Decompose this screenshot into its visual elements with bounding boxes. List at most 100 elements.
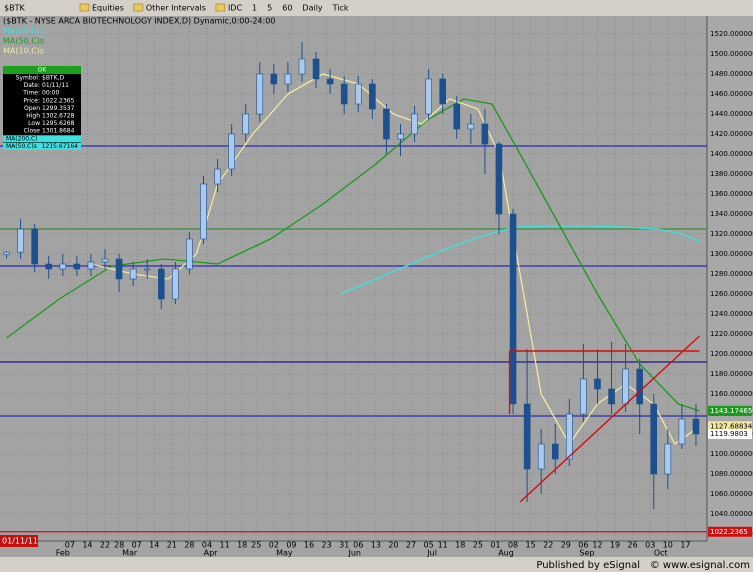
data-window-value: 1295.6268 — [42, 120, 75, 127]
candle-body — [59, 263, 67, 270]
toolbar-items: $BTK Equities Other Intervals IDC 1 5 60 Daily T… — [4, 4, 349, 13]
toolbar-icon — [79, 3, 90, 12]
data-window-label: Close — [24, 128, 41, 135]
y-tick-label: 1260.000000 — [710, 290, 753, 298]
x-tick-label: 20 — [388, 541, 398, 550]
x-tick-label: 18 — [455, 541, 465, 550]
y-tick-label: 1160.000000 — [710, 390, 753, 398]
candle-body — [397, 133, 404, 140]
x-tick-label: 07 — [65, 541, 75, 550]
x-tick-label: 04 — [202, 541, 212, 550]
toolbar-button[interactable]: 5 — [267, 4, 272, 13]
y-tick-label: 1340.000000 — [710, 210, 753, 218]
candle-body — [580, 378, 587, 415]
data-window-value: 1022.2365 — [42, 97, 75, 104]
x-tick-label: 14 — [82, 541, 92, 550]
data-window-label: MA(50,C)s — [6, 143, 37, 150]
y-tick-label: 1240.000000 — [710, 310, 753, 318]
candle-body — [678, 418, 686, 445]
candle-body — [481, 123, 489, 145]
candle-body — [523, 403, 531, 470]
candle-body — [31, 228, 38, 265]
x-tick-label: 02 — [269, 541, 279, 550]
x-tick-label: 22 — [543, 541, 553, 550]
data-window-value: 1302.6728 — [42, 113, 75, 120]
x-tick-label: 28 — [184, 541, 194, 550]
price-label-box — [708, 526, 752, 537]
toolbar-button[interactable]: Tick — [332, 4, 349, 13]
x-tick-label: 18 — [237, 541, 247, 550]
candle-body — [354, 83, 362, 105]
x-tick-label: 10 — [663, 541, 673, 550]
x-tick-label: 09 — [286, 541, 296, 550]
x-tick-label: 03 — [645, 541, 655, 550]
toolbar-button[interactable]: Other Intervals — [146, 4, 206, 13]
chart-title: ($BTK - NYSE ARCA BIOTECHNOLOGY INDEX,D)… — [3, 17, 275, 26]
y-tick-label: 1420.000000 — [710, 130, 753, 138]
y-tick-label: 1380.000000 — [710, 170, 753, 178]
y-tick-label: 1300.000000 — [710, 250, 753, 258]
toolbar-button[interactable]: Daily — [302, 4, 323, 13]
data-window-value: 00:00 — [42, 90, 59, 97]
toolbar-button[interactable]: 60 — [282, 4, 292, 13]
data-window-value: 1299.3537 — [42, 105, 75, 112]
candle-body — [340, 83, 348, 105]
candle-body — [157, 268, 165, 300]
toolbar-symbol[interactable]: $BTK — [4, 4, 25, 13]
price-axis — [707, 16, 753, 541]
price-label-box — [708, 429, 752, 440]
price-label-box — [708, 421, 752, 432]
toolbar-button[interactable]: IDC — [228, 4, 243, 13]
data-window-label: Open — [24, 105, 40, 112]
candle-body — [284, 73, 292, 85]
footer-site: © www.esignal.com — [650, 560, 750, 571]
candle-body — [312, 58, 320, 80]
candle-body — [551, 443, 559, 460]
trend-line — [519, 335, 700, 503]
candle-body — [228, 133, 235, 170]
candle-body — [369, 83, 376, 110]
candle-body — [172, 268, 179, 300]
y-tick-label: 1400.000000 — [710, 150, 753, 158]
candle-body — [214, 168, 221, 185]
data-window-header: OK — [38, 67, 48, 74]
candle-body — [270, 73, 278, 85]
y-tick-label: 1440.000000 — [710, 110, 753, 118]
toolbar-button[interactable]: Equities — [92, 4, 124, 13]
candle-body — [298, 58, 306, 75]
y-tick-label: 1040.000000 — [710, 510, 753, 518]
candle-body — [186, 238, 193, 270]
y-tick-label: 1080.000000 — [710, 470, 753, 478]
month-label: Mar — [122, 549, 138, 558]
data-window-row-bg — [3, 142, 81, 150]
y-tick-label: 1520.000000 — [710, 30, 753, 38]
candle-body — [537, 443, 545, 470]
x-tick-label: 27 — [406, 541, 416, 550]
y-tick-label: 1220.000000 — [710, 330, 753, 338]
x-tick-label: 15 — [526, 541, 536, 550]
candle-body — [326, 78, 334, 85]
data-window-label: MA(200,C) — [6, 135, 38, 142]
candle-body — [17, 228, 24, 253]
candle-body — [692, 418, 700, 435]
data-window-label: Symbol: — [16, 75, 40, 82]
candle-body — [622, 368, 629, 405]
price-label: 1143.17465 — [710, 407, 752, 415]
x-tick-label: 17 — [680, 541, 690, 550]
toolbar-button[interactable]: 1 — [252, 4, 257, 13]
toolbar-icon — [215, 3, 226, 12]
x-tick-label: 01 — [490, 541, 500, 550]
legend-entry: MA(50,C)s — [3, 37, 44, 46]
y-tick-label: 1320.000000 — [710, 230, 753, 238]
candle-body — [101, 258, 109, 263]
price-label: 1119.9803 — [710, 430, 748, 438]
candle-body — [242, 113, 250, 135]
candle-body — [594, 378, 601, 390]
y-tick-label: 1500.000000 — [710, 50, 753, 58]
y-tick-label: 1100.000000 — [710, 450, 753, 458]
price-label-box — [708, 405, 752, 416]
candle-body — [256, 73, 264, 115]
month-label: Feb — [56, 549, 70, 558]
